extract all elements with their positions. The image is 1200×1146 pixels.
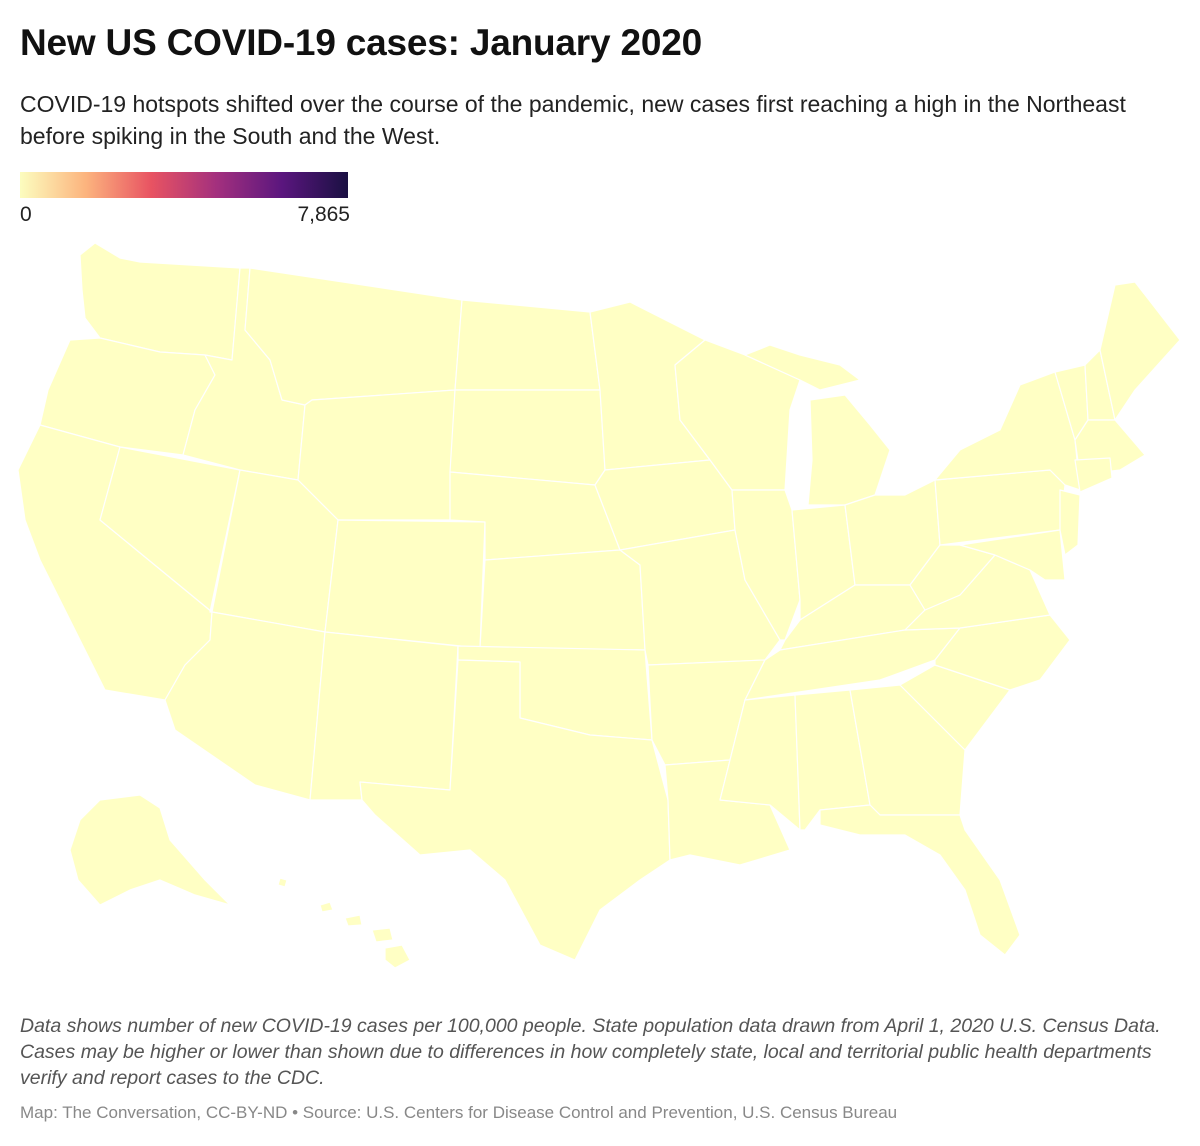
state-new-mexico bbox=[309, 631, 459, 801]
legend-min-label: 0 bbox=[20, 203, 32, 226]
source-credit: Map: The Conversation, CC-BY-ND • Source… bbox=[20, 1103, 898, 1122]
legend-max-label: 7,865 bbox=[297, 203, 350, 226]
state-colorado bbox=[324, 519, 486, 649]
state-florida bbox=[819, 804, 1021, 956]
state-connecticut bbox=[1074, 457, 1113, 493]
state-alaska bbox=[69, 794, 231, 906]
state-nevada bbox=[99, 446, 241, 613]
state-michigan bbox=[807, 394, 891, 506]
color-legend: 0 7,865 bbox=[20, 172, 350, 232]
data-footnote: Data shows number of new COVID-19 cases … bbox=[20, 1015, 1161, 1089]
legend-gradient-bar bbox=[20, 172, 348, 198]
map-subtitle: COVID-19 hotspots shifted over the cours… bbox=[20, 91, 1126, 149]
state-new-york bbox=[934, 371, 1081, 491]
state-north-dakota bbox=[454, 299, 601, 391]
us-choropleth-map bbox=[0, 235, 1200, 995]
us-map-svg bbox=[17, 242, 1181, 969]
state-kansas bbox=[479, 549, 646, 651]
state-alaska-island bbox=[277, 877, 288, 888]
state-texas bbox=[359, 659, 671, 961]
state-michigan-upper bbox=[744, 344, 861, 391]
state-new-jersey bbox=[1059, 489, 1081, 556]
state-maine bbox=[1099, 281, 1181, 421]
state-montana bbox=[244, 267, 463, 406]
state-south-dakota bbox=[449, 389, 606, 486]
state-hawaii bbox=[319, 901, 411, 969]
state-wyoming bbox=[297, 389, 456, 521]
map-title: New US COVID-19 cases: January 2020 bbox=[20, 22, 702, 63]
